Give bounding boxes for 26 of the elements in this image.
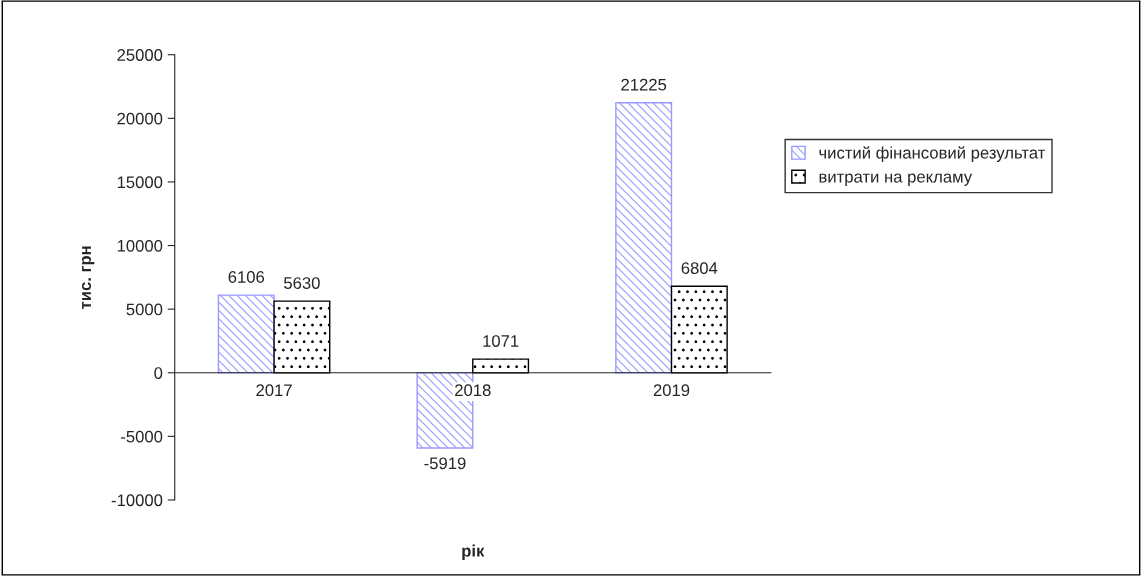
y-tick-label: 0 [154, 367, 163, 379]
bar [217, 294, 275, 374]
legend-label: чистий фінансовий результат [819, 146, 1046, 162]
x-tick-label: 2017 [256, 384, 292, 397]
y-tick-label: 5000 [126, 303, 163, 316]
y-tick-label: 25000 [117, 49, 163, 61]
bar [670, 285, 728, 374]
bar [615, 102, 673, 374]
data-label: 6106 [228, 271, 265, 283]
y-tick-label: 10000 [117, 239, 163, 252]
legend-label: витрати на рекламу [819, 173, 973, 186]
x-tick-label: 2018 [455, 384, 491, 397]
bar [273, 300, 331, 374]
x-axis-title: рік [462, 544, 485, 561]
y-tick-label: 15000 [117, 176, 163, 189]
y-tick-label: -5000 [121, 430, 163, 443]
y-tick-label: 20000 [117, 112, 163, 125]
data-label: 6804 [681, 262, 718, 274]
data-label: -5919 [424, 457, 466, 470]
data-label: 1071 [483, 335, 519, 347]
x-tick-label: 2019 [653, 384, 690, 397]
data-label: 5630 [284, 277, 320, 289]
y-tick-label: -10000 [111, 494, 163, 507]
bar [472, 358, 530, 374]
y-axis-title: тис. грн [81, 246, 95, 309]
data-label: 21225 [621, 78, 667, 91]
